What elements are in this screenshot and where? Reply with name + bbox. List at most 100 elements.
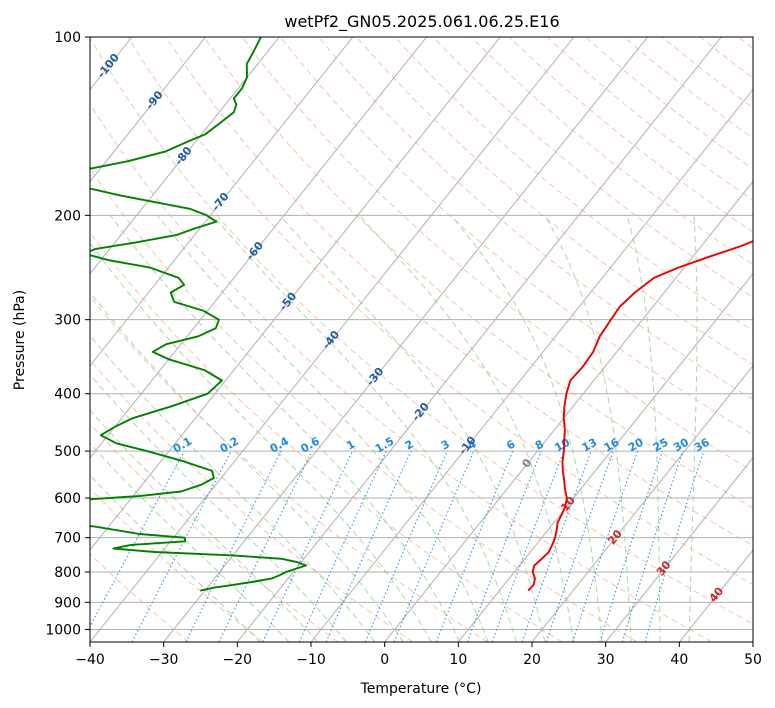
dry-adiabat: [432, 37, 753, 298]
moist-adiabat: [90, 474, 261, 642]
isotherm-line: [90, 37, 207, 183]
x-tick-label: −20: [223, 652, 253, 668]
moist-adiabat: [90, 373, 347, 642]
isotherm-line: [678, 549, 753, 642]
dry-adiabat: [470, 37, 753, 266]
x-axis-title: Temperature (°C): [360, 681, 482, 697]
moist-adiabat: [90, 409, 319, 642]
mixing-ratio-line: [298, 450, 387, 642]
isotherm-label: -100: [95, 51, 123, 81]
x-tick-label: −10: [296, 652, 326, 668]
y-tick-label: 500: [54, 444, 81, 460]
isotherm-line: [457, 272, 753, 642]
moist-adiabat: [450, 214, 603, 642]
mixing-ratio-line: [90, 450, 185, 628]
dry-adiabat: [318, 37, 753, 401]
moist-adiabat: [90, 442, 290, 642]
isotherm-line: [605, 457, 753, 642]
isotherm-label: 30: [654, 558, 674, 578]
dry-adiabat: [699, 37, 753, 79]
moist-adiabat: [279, 214, 546, 642]
mixing-ratio-line: [644, 450, 705, 642]
chart-title: wetPf2_GN05.2025.061.06.25.E16: [284, 12, 559, 32]
dry-adiabat: [356, 37, 753, 366]
y-tick-label: 400: [54, 387, 81, 403]
isotherm-line: [163, 37, 649, 642]
moist-adiabat: [109, 215, 461, 642]
isotherm-line: [310, 88, 753, 642]
mixing-ratio-label: 0.4: [268, 434, 292, 455]
moist-adiabat: [90, 334, 376, 642]
mixing-ratio-label: 16: [602, 435, 622, 454]
mixing-ratio-line: [599, 450, 663, 642]
isotherm-label: -30: [364, 365, 387, 389]
x-tick-label: 50: [744, 652, 762, 668]
y-tick-label: 1000: [45, 622, 81, 638]
temperature-profile: [527, 240, 753, 592]
y-tick-label: 100: [54, 30, 81, 46]
mixing-ratio-label: 6: [504, 437, 517, 452]
isotherm-line: [384, 180, 753, 642]
dry-adiabat: [90, 359, 414, 642]
y-axis-ticks: 100 200 300 400 500 600 700 800 900 1000: [45, 30, 90, 638]
mixing-ratio-line: [218, 450, 313, 642]
moist-adiabat: [626, 215, 661, 642]
dry-adiabat: [737, 37, 753, 49]
y-tick-label: 700: [54, 531, 81, 547]
mixing-ratio-label: 1: [344, 438, 357, 453]
mixing-ratio-label: 20: [626, 435, 646, 454]
x-tick-label: −40: [75, 652, 105, 668]
x-tick-label: 10: [449, 652, 467, 668]
mixing-ratio-line: [435, 450, 514, 642]
mixing-ratio-label: 0.6: [298, 434, 322, 455]
y-tick-label: 300: [54, 313, 81, 329]
dry-adiabat: [547, 37, 753, 201]
mixing-ratio-label: 13: [580, 436, 600, 455]
x-tick-label: 30: [597, 652, 615, 668]
mixing-ratio-line: [262, 450, 353, 642]
dewpoint-profile: [90, 37, 307, 592]
dry-adiabat: [90, 295, 488, 642]
y-tick-label: 900: [54, 595, 81, 611]
mixing-ratio-line: [491, 450, 565, 642]
isotherm-line: [0, 37, 58, 642]
dry-adiabat: [90, 103, 712, 642]
dry-adiabat: [165, 37, 753, 547]
isotherm-line: [236, 37, 722, 642]
mixing-ratio-label: 25: [651, 436, 671, 455]
moist-adiabat: [90, 291, 404, 642]
plot-frame: [89, 36, 754, 643]
dry-adiabat: [127, 37, 753, 586]
isotherm-label: 20: [605, 527, 625, 547]
mixing-ratio-line: [325, 450, 412, 642]
moist-adiabat: [688, 215, 698, 642]
x-tick-label: 0: [380, 652, 389, 668]
moist-adiabat: [212, 214, 517, 642]
isotherm-label: 40: [707, 584, 727, 604]
isotherm-label: 10: [558, 494, 578, 514]
y-tick-label: 200: [54, 208, 81, 224]
series-layer: [90, 37, 753, 592]
mixing-ratio-line: [621, 450, 684, 642]
isotherm-label: -90: [143, 88, 166, 112]
dry-adiabat: [203, 37, 753, 509]
dry-adiabat: [90, 423, 339, 642]
mixing-ratio-label: 30: [671, 435, 691, 454]
y-tick-label: 600: [54, 491, 81, 507]
y-axis-title: Pressure (hPa): [12, 290, 28, 390]
mixing-ratio-line: [364, 450, 448, 642]
x-tick-label: 20: [523, 652, 541, 668]
moist-adiabat: [544, 215, 632, 642]
isotherm-label: -50: [277, 290, 300, 314]
mixing-ratio-label: 8: [533, 438, 546, 453]
isotherm-label: -10: [456, 434, 479, 458]
mixing-ratio-line: [572, 450, 639, 642]
isotherm-line: [90, 37, 575, 642]
isotherm-label: -60: [244, 239, 267, 263]
isotherm-label: -40: [320, 328, 343, 352]
mixing-ratio-label: 10: [552, 435, 572, 454]
mixing-ratio-line: [466, 450, 542, 642]
mixing-ratio-line: [393, 450, 475, 642]
mixing-ratio-label: 1.5: [373, 435, 396, 456]
